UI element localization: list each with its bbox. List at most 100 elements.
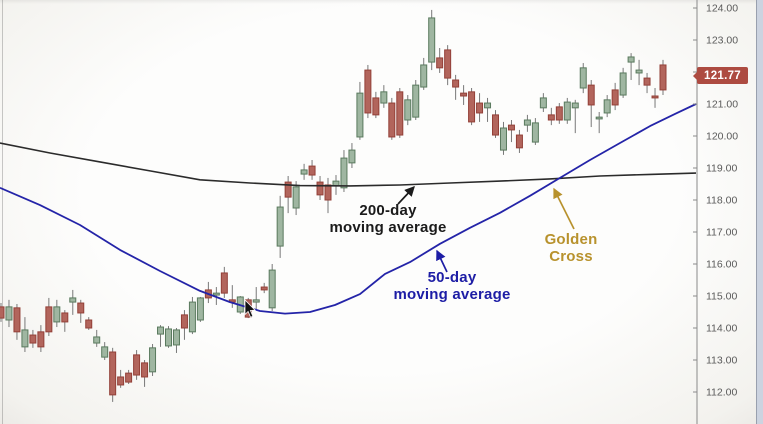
candle (468, 88, 476, 126)
golden-cross-annotation-line2: Cross (549, 247, 593, 265)
candle (340, 150, 348, 192)
candle (484, 97, 492, 122)
window-scrollbar[interactable] (756, 0, 763, 424)
axis-tick-label: 124.00 (706, 3, 738, 15)
candle (579, 63, 587, 94)
candle (276, 195, 284, 258)
candle (260, 282, 268, 294)
candle (212, 287, 220, 305)
candle (444, 45, 452, 86)
candle (268, 264, 276, 312)
annotation-arrows (397, 186, 575, 273)
candle (93, 329, 101, 347)
ma-200-line (0, 142, 697, 187)
candle (164, 326, 172, 348)
candle (172, 328, 180, 353)
axis-tick-label: 114.00 (706, 323, 737, 335)
candle (603, 95, 611, 118)
candle (476, 93, 484, 122)
candle (228, 285, 236, 308)
candle (29, 329, 37, 348)
axis-tick-label: 117.00 (706, 227, 737, 239)
golden-cross-annotation: Golden Cross (545, 231, 598, 265)
ma50-annotation: 50-day moving average (393, 269, 511, 303)
ma200-annotation-line2: moving average (329, 218, 447, 236)
moving-average-lines (0, 103, 697, 315)
candle (37, 325, 45, 352)
candle (643, 72, 651, 94)
candle (523, 114, 531, 132)
candle (125, 369, 133, 384)
candle (61, 310, 69, 332)
last-price-label: 121.77 (693, 67, 748, 84)
ma50_label-arrow (436, 249, 448, 273)
candle (133, 350, 141, 380)
candle (348, 143, 356, 168)
ma200_label-arrow (397, 186, 415, 205)
candle (412, 80, 420, 120)
candle (316, 176, 324, 200)
candle (659, 59, 667, 96)
candle (635, 59, 643, 86)
candle (308, 160, 316, 180)
cursor-arrow (244, 299, 256, 318)
candle (109, 347, 117, 402)
ma50-annotation-line1: 50-day (427, 269, 477, 286)
candle (0, 303, 5, 322)
candle (460, 85, 468, 105)
candle (69, 289, 77, 315)
ma50-annotation-line2: moving average (393, 285, 511, 303)
candle (364, 64, 372, 119)
axis-tick-label: 119.00 (706, 163, 737, 175)
axis-tick-label: 116.00 (706, 259, 737, 271)
axis-tick-label: 118.00 (706, 195, 737, 207)
candle (117, 369, 125, 388)
candle (515, 129, 523, 153)
candle (356, 81, 364, 140)
golden_cross_label-arrow (553, 187, 575, 230)
candle (507, 120, 515, 143)
mouse-cursor (244, 299, 256, 318)
candle (324, 177, 332, 214)
candle (45, 297, 53, 336)
candle (428, 9, 436, 71)
axis-tick-label: 121.00 (706, 99, 738, 111)
candle (284, 176, 292, 214)
candle (149, 344, 157, 376)
candle (627, 53, 635, 80)
price-axis: 124.00123.00122.00121.00120.00119.00118.… (693, 0, 738, 424)
candle (492, 110, 500, 138)
candle (220, 266, 228, 298)
candle (372, 91, 380, 119)
candle (141, 360, 149, 387)
candle (571, 99, 579, 134)
candle (5, 299, 13, 328)
candle (77, 299, 85, 323)
ma-50-line (0, 103, 697, 315)
candle (531, 118, 539, 145)
candle (420, 57, 428, 90)
candle (252, 287, 260, 311)
candle (619, 67, 627, 98)
candle (53, 299, 61, 328)
candle (157, 325, 165, 347)
candle (85, 317, 93, 330)
candle (436, 48, 444, 73)
candle (555, 103, 563, 124)
candle (499, 121, 507, 155)
candle (101, 342, 109, 360)
candle (388, 97, 396, 140)
candle (587, 80, 595, 128)
candle (452, 74, 460, 100)
candle (547, 107, 555, 126)
candle (611, 82, 619, 111)
candles-layer (0, 9, 667, 402)
candle (563, 97, 571, 124)
candle (332, 175, 340, 195)
axis-tick-label: 112.00 (706, 387, 737, 399)
candle (180, 310, 188, 340)
candle (196, 296, 204, 322)
ma200-annotation-line1: 200-day (359, 202, 417, 219)
